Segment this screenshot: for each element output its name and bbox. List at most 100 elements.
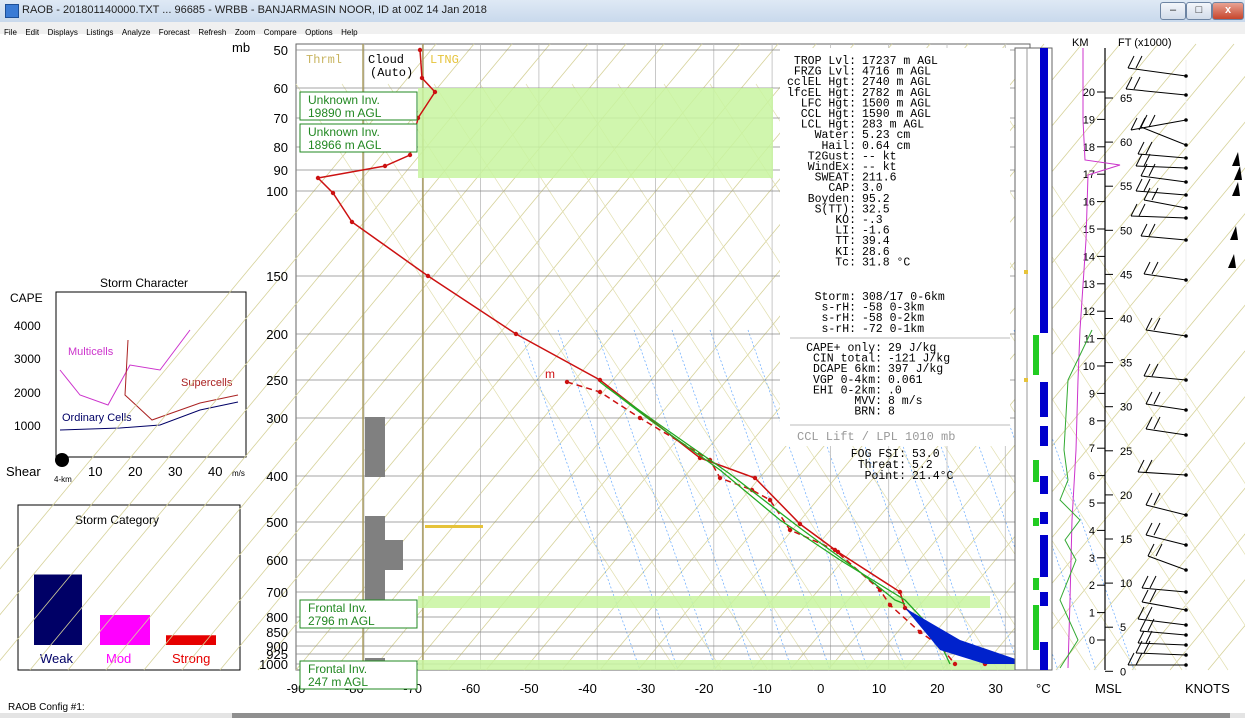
wind-barb-flag [1151, 363, 1159, 377]
knots-label: KNOTS [1185, 681, 1230, 696]
pressure-label: 100 [266, 184, 288, 199]
blue-strip-segment [1040, 512, 1048, 524]
wind-barb-staff [1137, 642, 1187, 646]
km-tick-label: 7 [1089, 443, 1095, 455]
dewpoint-point [952, 661, 958, 667]
index-value: -121 J/kg [888, 353, 950, 366]
km-label: KM [1072, 37, 1089, 49]
raob-display[interactable]: Storm Character CAPE 4000 3000 2000 1000… [0, 0, 1245, 698]
fog-label: Threat: [858, 459, 906, 472]
dry-adiabat [1055, 441, 1245, 671]
lightning-band [425, 525, 483, 528]
temperature-point [330, 190, 336, 196]
menu-forecast[interactable]: Forecast [158, 28, 190, 37]
dry-adiabat [865, 213, 1245, 671]
km-tick-label: 9 [1089, 388, 1095, 400]
wind-barb-flag [1145, 141, 1153, 155]
wind-barb-pennant [1230, 226, 1238, 240]
ft-tick-label: 0 [1120, 666, 1126, 678]
inversion-label-box [299, 660, 418, 690]
wind-barb-flag [1147, 618, 1155, 632]
menu-edit[interactable]: Edit [25, 28, 40, 37]
inversion-label-box [299, 599, 418, 629]
index-value: -- kt [862, 161, 897, 174]
ft-tick-label: 45 [1120, 269, 1132, 281]
temperature-point [897, 589, 903, 595]
storm-character-panel: Storm Character CAPE 4000 3000 2000 1000… [6, 276, 247, 484]
index-value: 17237 m AGL [862, 55, 938, 68]
wind-barb-staff [1143, 273, 1187, 281]
wind-barb-flag [1133, 76, 1141, 90]
temperature-point [797, 521, 803, 527]
index-value: 0.061 [888, 374, 923, 387]
current-storm-marker [55, 453, 69, 467]
cape-axis-label: CAPE [10, 291, 43, 305]
maximize-button[interactable]: □ [1186, 2, 1212, 20]
close-button[interactable]: x [1212, 2, 1244, 20]
wind-barb-flag [1149, 589, 1157, 603]
menu-analyze[interactable]: Analyze [121, 28, 151, 37]
index-label: Storm: [815, 291, 856, 304]
wind-barb-flag [1145, 492, 1153, 506]
category-bar [100, 615, 150, 645]
wind-barb-flag [1145, 317, 1153, 331]
wind-barb-pennant [1234, 166, 1242, 180]
km-tick-label: 0 [1089, 635, 1095, 647]
inversion-layer [418, 596, 990, 608]
menu-file[interactable]: File [4, 28, 17, 37]
wind-barb-flag [1143, 261, 1151, 275]
wind-barb-flag [1148, 163, 1156, 177]
index-label: MVV: [854, 395, 882, 408]
ordinary-cells-label: Ordinary Cells [62, 412, 132, 424]
index-label: CCL Hgt: [801, 108, 856, 121]
dewpoint-point [832, 547, 838, 553]
inversion-name: Unknown Inv. [308, 125, 380, 139]
minimize-button[interactable]: – [1160, 2, 1186, 20]
temperature-tick: 20 [930, 681, 944, 696]
menu-options[interactable]: Options [305, 28, 333, 37]
index-value: .0 [888, 384, 902, 397]
index-label: cclEL Hgt: [787, 76, 856, 89]
app-icon [5, 4, 19, 18]
wind-barb-flag [1153, 492, 1161, 506]
menu-compare[interactable]: Compare [263, 28, 297, 37]
ft-tick-label: 55 [1120, 181, 1132, 193]
ft-tick-label: 10 [1120, 578, 1132, 590]
wind-barb-staff [1125, 88, 1187, 96]
wind-barb-flag [1135, 178, 1143, 192]
menu-refresh[interactable]: Refresh [198, 28, 227, 37]
wind-barb-flag [1141, 589, 1149, 603]
temperature-tick: -40 [578, 681, 597, 696]
index-value: 0.64 cm [862, 140, 910, 153]
index-value: 32.5 [862, 203, 890, 216]
dry-adiabat [1131, 533, 1245, 671]
index-value: 2782 m AGL [862, 87, 931, 100]
pressure-label: 925 [266, 647, 288, 662]
wind-barb-flag [1145, 630, 1153, 644]
menu-displays[interactable]: Displays [47, 28, 78, 37]
ccl-lift-label: CCL Lift / LPL 1010 mb [797, 430, 955, 444]
wind-barb-flag [1137, 630, 1145, 644]
menu-zoom[interactable]: Zoom [234, 28, 256, 37]
shear-axis-label: Shear [6, 464, 41, 479]
category-bar [166, 635, 216, 645]
km-tick-label: 19 [1083, 114, 1095, 126]
index-label: KI: [835, 246, 856, 259]
cloud-block [365, 540, 403, 570]
mixing-ratio-line [747, 329, 869, 671]
moist-adiabat [295, 83, 677, 671]
pressure-label: 150 [266, 269, 288, 284]
dewpoint-point [887, 602, 893, 608]
wind-barb-flag [1125, 76, 1133, 90]
pressure-unit-label: mb [232, 40, 250, 55]
wind-barb-flag [1145, 416, 1153, 430]
inversion-name: Frontal Inv. [308, 601, 367, 615]
scrollbar-thumb[interactable] [232, 713, 1230, 718]
menu-listings[interactable]: Listings [86, 28, 114, 37]
wind-barb-flag [1145, 459, 1153, 473]
index-value: 4716 m AGL [862, 66, 931, 79]
menu-help[interactable]: Help [341, 28, 358, 37]
menu-bar: File Edit Displays Listings Analyze Fore… [0, 22, 1245, 37]
temperature-tick: 0 [817, 681, 824, 696]
temperature-point [597, 377, 603, 383]
